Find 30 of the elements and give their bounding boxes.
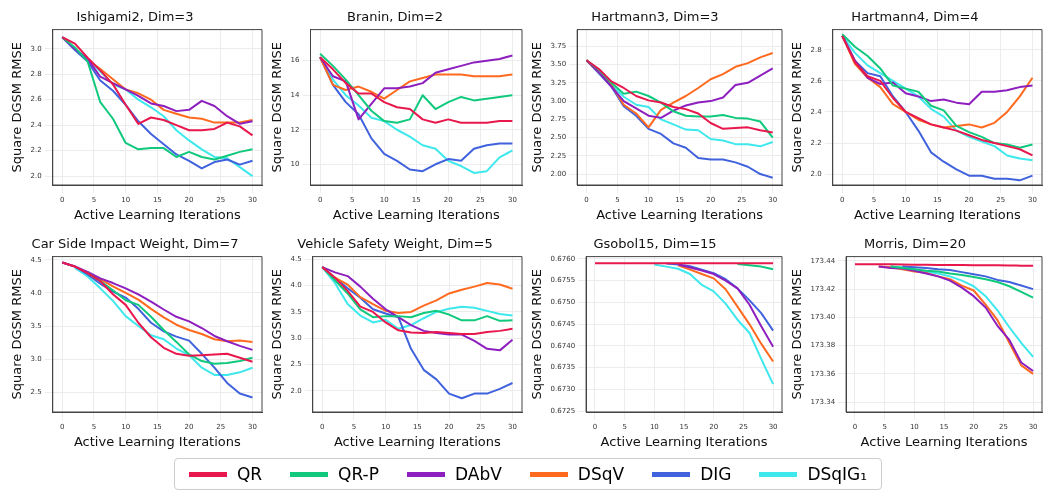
y-axis-title: Square DGSM RMSE: [9, 269, 25, 400]
chart-title: Hartmann3, Dim=3: [591, 9, 719, 25]
x-axis-title: Active Learning Iterations: [73, 433, 241, 449]
chart-title: Hartmann4, Dim=4: [851, 9, 979, 25]
legend-label: QR-P: [338, 464, 379, 484]
chart-title: Car Side Impact Weight, Dim=7: [31, 236, 239, 252]
y-axis-title: Square DGSM RMSE: [9, 42, 25, 173]
y-axis-title: Square DGSM RMSE: [529, 269, 545, 400]
x-axis-title: Active Learning Iterations: [333, 433, 501, 449]
x-axis-title: Active Learning Iterations: [332, 206, 500, 222]
chart-title: Branin, Dim=2: [346, 9, 444, 25]
legend-label: DSqIG₁: [807, 464, 868, 484]
legend-label: DAbV: [454, 464, 502, 484]
legend-label: QR: [236, 464, 263, 484]
chart-title: Morris, Dim=20: [863, 236, 967, 252]
y-axis-title: Square DGSM RMSE: [269, 269, 285, 400]
y-axis-title: Square DGSM RMSE: [529, 42, 545, 173]
legend-label: DSqV: [577, 464, 625, 484]
y-axis-title: Square DGSM RMSE: [269, 42, 285, 173]
legend-label: DIG: [700, 464, 732, 484]
x-axis-title: Active Learning Iterations: [860, 433, 1028, 449]
chart-title: Gsobol15, Dim=15: [593, 236, 717, 252]
x-axis-title: Active Learning Iterations: [73, 206, 241, 222]
y-axis-title: Square DGSM RMSE: [789, 269, 805, 400]
x-axis-title: Active Learning Iterations: [853, 206, 1021, 222]
x-axis-title: Active Learning Iterations: [600, 433, 768, 449]
x-axis-title: Active Learning Iterations: [596, 206, 764, 222]
chart-title: Vehicle Safety Weight, Dim=5: [297, 236, 493, 252]
chart-title: Ishigami2, Dim=3: [76, 9, 194, 25]
y-axis-title: Square DGSM RMSE: [789, 42, 805, 173]
